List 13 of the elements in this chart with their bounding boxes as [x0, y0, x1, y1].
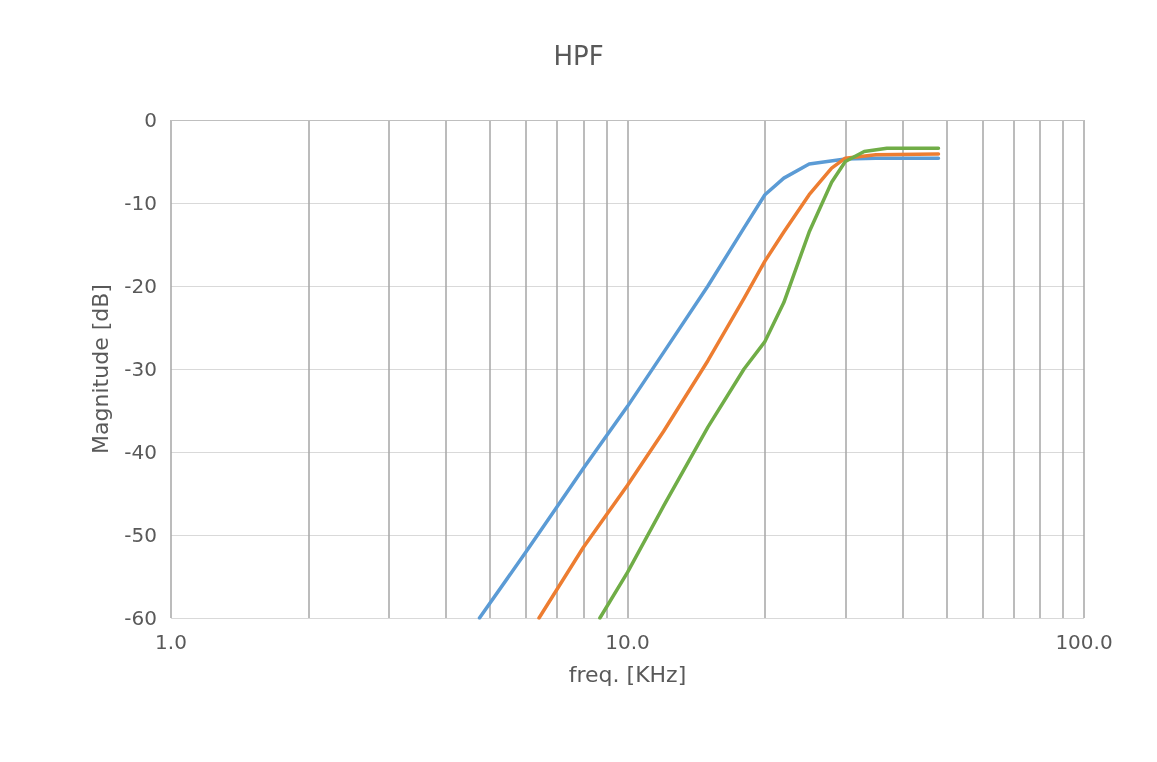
y-tick-label: -40	[124, 440, 157, 464]
x-axis-title: freq. [KHz]	[568, 661, 687, 687]
y-tick-label: -50	[124, 523, 157, 547]
x-tick-label: 100.0	[1055, 630, 1113, 654]
x-tick-label: 10.0	[605, 630, 650, 654]
y-axis-title: Magnitude [dB]	[87, 284, 113, 454]
y-tick-label: -60	[124, 606, 157, 630]
y-tick-label: -30	[124, 357, 157, 381]
y-tick-label: -10	[124, 191, 157, 215]
y-tick-label: 0	[144, 108, 157, 132]
y-tick-label: -20	[124, 274, 157, 298]
x-tick-label: 1.0	[155, 630, 187, 654]
chart-title: HPF	[553, 41, 604, 71]
